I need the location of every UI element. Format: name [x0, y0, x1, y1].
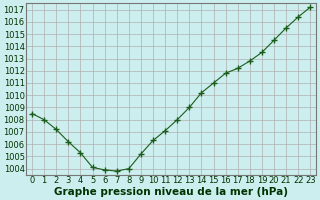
X-axis label: Graphe pression niveau de la mer (hPa): Graphe pression niveau de la mer (hPa)	[54, 187, 288, 197]
